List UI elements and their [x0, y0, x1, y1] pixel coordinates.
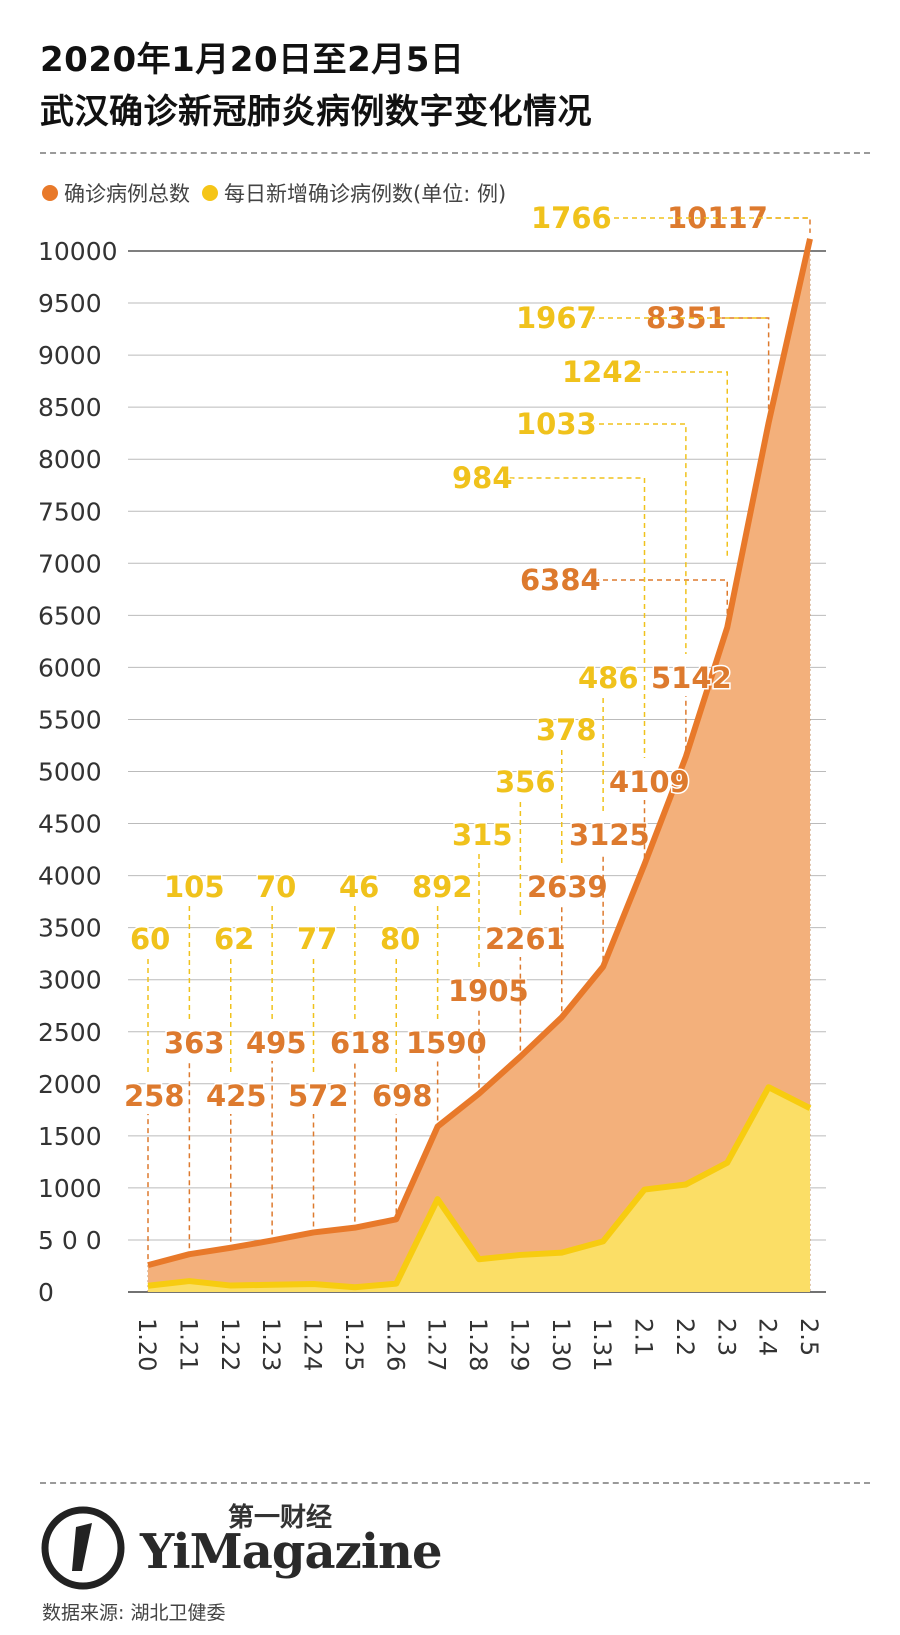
- title-line-1: 2020年1月20日至2月5日: [40, 40, 465, 80]
- y-tick-label: 2000: [38, 1070, 102, 1099]
- x-tick-label: 1.25: [340, 1318, 368, 1371]
- daily-data-label: 1242: [562, 355, 643, 389]
- y-tick-label: 5000: [38, 758, 102, 787]
- total-data-label: 2261: [485, 922, 566, 956]
- x-tick-label: 2.4: [754, 1318, 782, 1356]
- y-tick-label: 9500: [38, 289, 102, 318]
- daily-data-label: 356: [495, 765, 556, 799]
- x-tick-label: 1.27: [423, 1318, 451, 1371]
- y-tick-label: 3500: [38, 914, 102, 943]
- x-tick-label: 2.3: [712, 1318, 740, 1356]
- daily-data-label: 70: [256, 870, 296, 904]
- x-tick-label: 1.22: [216, 1318, 244, 1371]
- total-data-label: 2639: [527, 870, 608, 904]
- legend-label-daily: 每日新增确诊病例数(单位: 例): [224, 182, 507, 206]
- daily-label-leader: [636, 371, 728, 556]
- total-data-label: 6384: [520, 563, 601, 597]
- total-label-leader: [720, 317, 770, 417]
- y-tick-label: 1500: [38, 1122, 102, 1151]
- y-tick-label: 9000: [38, 341, 102, 370]
- total-data-label: 425: [206, 1079, 267, 1113]
- top-divider: [40, 152, 870, 154]
- y-tick-label: 4500: [38, 810, 102, 839]
- x-tick-label: 2.5: [795, 1318, 823, 1356]
- y-tick-label: 0: [38, 1278, 54, 1307]
- total-series-line: [147, 238, 813, 1269]
- daily-data-label: 105: [164, 870, 225, 904]
- legend-dot-daily: [202, 185, 218, 201]
- total-data-label: 572: [288, 1079, 349, 1113]
- total-data-label: 1905: [448, 974, 529, 1008]
- total-data-label: 363: [164, 1026, 225, 1060]
- y-tick-label: 10000: [38, 237, 118, 266]
- x-tick-label: 1.26: [381, 1318, 409, 1371]
- total-area: [148, 238, 810, 1292]
- x-tick-label: 1.21: [174, 1318, 202, 1371]
- total-data-label: 4109: [609, 765, 690, 799]
- daily-data-label: 486: [578, 661, 639, 695]
- daily-data-label: 62: [214, 922, 254, 956]
- x-tick-label: 1.23: [257, 1318, 285, 1371]
- legend-item-daily: 每日新增确诊病例数(单位: 例): [202, 178, 506, 208]
- y-tick-label: 5 0 0: [38, 1226, 102, 1255]
- y-tick-label: 4000: [38, 862, 102, 891]
- title-line-2: 武汉确诊新冠肺炎病例数字变化情况: [40, 92, 592, 132]
- daily-data-label: 60: [130, 922, 170, 956]
- y-tick-label: 8000: [38, 445, 102, 474]
- daily-data-label: 80: [380, 922, 420, 956]
- daily-data-label: 46: [339, 870, 379, 904]
- daily-label-leader: [590, 423, 687, 654]
- total-data-label: 5142: [651, 661, 732, 695]
- total-data-label: 495: [246, 1026, 307, 1060]
- data-source: 数据来源: 湖北卫健委: [42, 1602, 226, 1624]
- x-tick-label: 1.31: [588, 1318, 616, 1371]
- daily-data-label: 315: [452, 818, 513, 852]
- daily-data-label: 1967: [516, 301, 597, 335]
- legend: 确诊病例总数 每日新增确诊病例数(单位: 例): [42, 178, 518, 208]
- total-data-label: 3125: [569, 818, 650, 852]
- daily-area: [148, 1087, 810, 1292]
- y-tick-label: 6500: [38, 601, 102, 630]
- x-tick-label: 1.29: [505, 1318, 533, 1371]
- total-data-label: 8351: [646, 301, 727, 335]
- brand-english: YiMagazine: [140, 1524, 442, 1580]
- bottom-divider: [40, 1482, 870, 1484]
- x-tick-label: 1.24: [299, 1318, 327, 1371]
- legend-label-total: 确诊病例总数: [64, 182, 190, 206]
- legend-dot-total: [42, 185, 58, 201]
- x-tick-label: 2.1: [630, 1318, 658, 1356]
- total-data-label: 618: [330, 1026, 391, 1060]
- daily-data-label: 892: [412, 870, 473, 904]
- daily-data-label: 1033: [516, 407, 597, 441]
- total-data-label: 1590: [406, 1026, 487, 1060]
- daily-series-line: [147, 1084, 812, 1291]
- daily-data-label: 984: [452, 461, 513, 495]
- brand-chinese: 第一财经: [228, 1503, 333, 1533]
- x-tick-label: 2.2: [671, 1318, 699, 1356]
- x-tick-label: 1.30: [547, 1318, 575, 1371]
- y-tick-label: 5500: [38, 705, 102, 734]
- daily-data-label: 77: [297, 922, 337, 956]
- y-tick-label: 8500: [38, 393, 102, 422]
- total-data-label: 258: [124, 1079, 185, 1113]
- y-tick-label: 3000: [38, 966, 102, 995]
- y-tick-label: 2500: [38, 1018, 102, 1047]
- area-chart: 0 5 0 0 1000 1500 2000 2500 3000 3500 4000 4500 50…: [38, 200, 826, 1371]
- y-tick-label: 1000: [38, 1174, 102, 1203]
- total-data-label: 698: [372, 1079, 433, 1113]
- daily-label-leader: [509, 477, 646, 758]
- daily-data-label: 1766: [531, 201, 612, 235]
- legend-item-total: 确诊病例总数: [42, 178, 190, 208]
- y-tick-label: 7000: [38, 549, 102, 578]
- x-tick-label: 1.28: [464, 1318, 492, 1371]
- y-tick-label: 7500: [38, 497, 102, 526]
- yimagazine-logo-icon: [41, 1506, 125, 1590]
- x-tick-label: 1.20: [133, 1318, 161, 1371]
- daily-data-label: 378: [536, 713, 597, 747]
- y-tick-label: 6000: [38, 653, 102, 682]
